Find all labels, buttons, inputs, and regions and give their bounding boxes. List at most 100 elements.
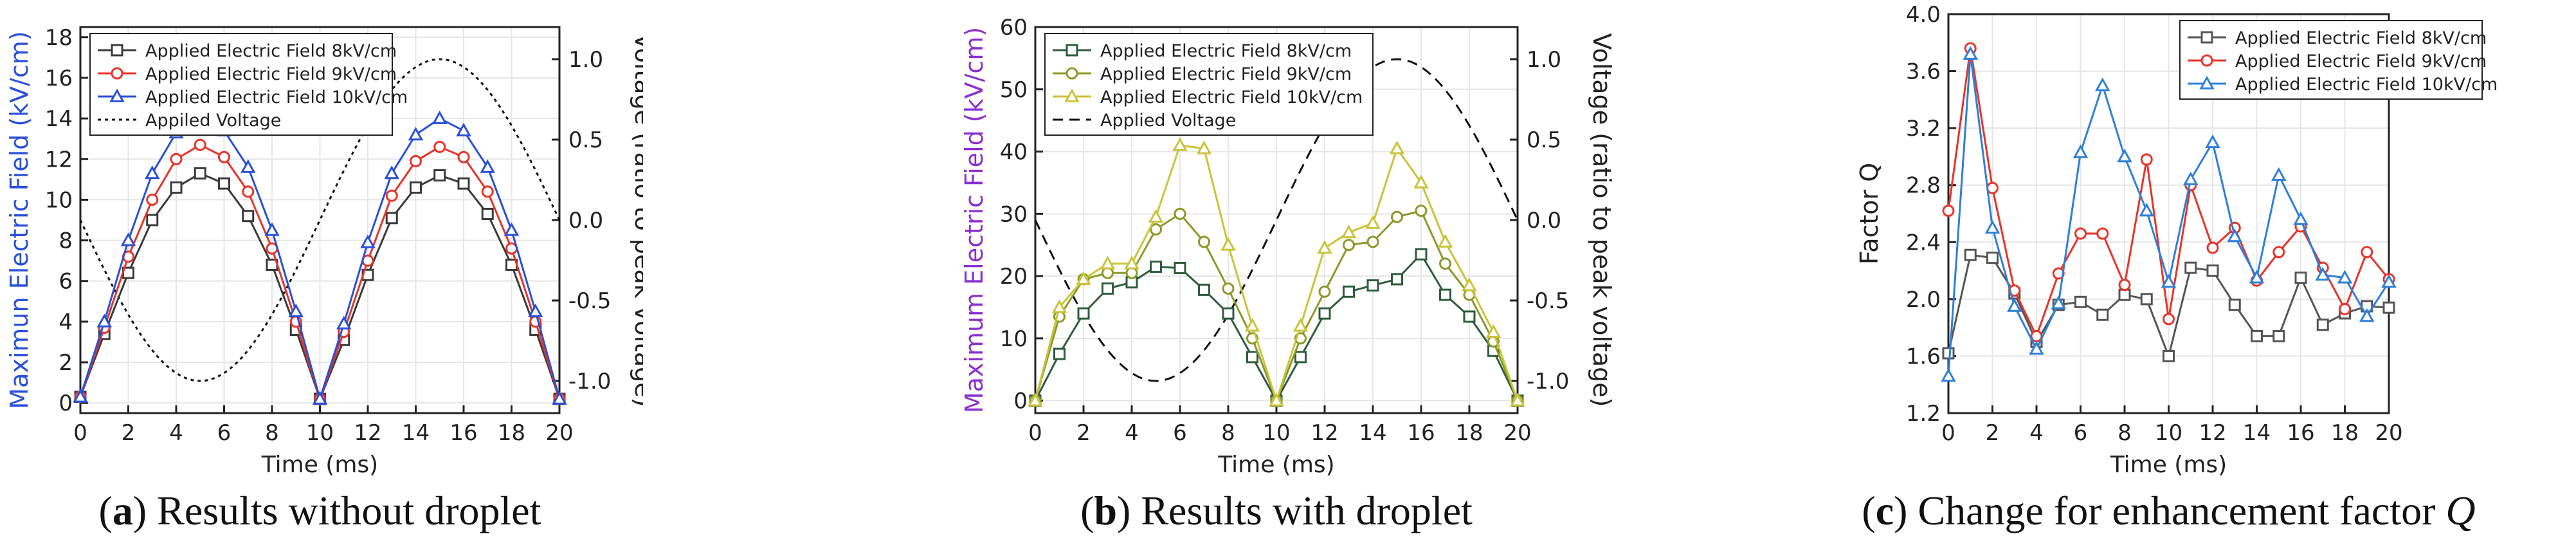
y2-tick-label: -0.5 (568, 288, 611, 314)
legend-box (2179, 20, 2483, 100)
y-tick-label: 40 (1000, 140, 1028, 165)
data-point (1293, 318, 1309, 332)
data-point (2140, 153, 2153, 166)
data-point (2163, 349, 2175, 362)
data-point (2139, 203, 2154, 217)
data-point (242, 185, 255, 198)
series-1 (1029, 248, 1524, 407)
y-tick-label: 60 (1000, 15, 1028, 41)
data-point (146, 214, 159, 226)
y2-tick-label: 0.0 (1527, 208, 1561, 234)
y-tick-label: 1.6 (1906, 344, 1941, 369)
y-tick-label: 3.6 (1906, 59, 1941, 85)
caption-text: ) Change for enhancement factor (1894, 488, 2445, 533)
data-point (1318, 307, 1331, 320)
data-point (457, 151, 470, 163)
data-point (385, 189, 398, 202)
x-tick-label: 6 (217, 420, 231, 446)
y2-tick-label: -1.0 (1527, 369, 1569, 394)
data-point (2337, 270, 2353, 284)
data-point (1174, 262, 1186, 275)
data-point (1053, 347, 1066, 360)
y-axis: 0 2 4 6 8 10 12 14 16 18 (45, 25, 88, 416)
x-tick-label: 12 (2199, 420, 2226, 446)
y2-tick-label: 0.0 (568, 208, 603, 234)
y-tick-label: 2.0 (1906, 287, 1941, 313)
data-point (1986, 181, 1999, 194)
series-2 (1029, 204, 1524, 407)
y-tick-label: 1.2 (1906, 401, 1941, 427)
data-point (360, 234, 376, 248)
data-point (1222, 307, 1235, 320)
data-point (2161, 273, 2177, 288)
x-axis: 0 2 4 6 8 10 12 14 16 18 20 (1028, 405, 1532, 446)
y2-tick-label: 1.0 (568, 47, 603, 73)
legend-label: Applied Voltage (1100, 111, 1236, 131)
data-point (336, 315, 352, 329)
data-point (503, 222, 520, 236)
data-point (1341, 225, 1357, 239)
data-point (145, 165, 160, 180)
y2-tick-label: 0.5 (1527, 127, 1561, 153)
figure-caption: (a) Results without droplet (99, 488, 541, 533)
data-point (1028, 393, 1043, 407)
y-tick-label: 12 (45, 147, 73, 172)
data-point (1439, 257, 1451, 270)
data-point (480, 159, 495, 173)
data-point (2339, 302, 2351, 315)
data-point (1964, 248, 1977, 261)
data-point (1485, 324, 1501, 338)
data-point (1222, 282, 1235, 295)
data-point (410, 181, 422, 194)
data-point (2293, 211, 2308, 225)
data-point (2183, 171, 2199, 185)
data-point (242, 210, 255, 223)
data-point (2227, 228, 2242, 243)
x-tick-label: 14 (2243, 420, 2271, 446)
data-point (456, 122, 471, 136)
data-point (96, 313, 112, 328)
data-point (1269, 393, 1284, 407)
data-point (1318, 285, 1331, 298)
data-point (432, 110, 448, 124)
legend-label: Applied Electric Field 10kV/cm (145, 88, 408, 107)
data-point (2249, 270, 2265, 284)
x-tick-label: 16 (2287, 420, 2314, 446)
data-point (1077, 307, 1090, 320)
y-tick-label: 2.4 (1906, 230, 1941, 255)
data-point (2118, 279, 2131, 291)
data-point (1343, 239, 1355, 252)
data-point (481, 208, 494, 221)
data-point (1150, 223, 1162, 236)
y-tick-label: 20 (1000, 264, 1028, 290)
y-tick-label: 10 (45, 187, 73, 213)
y2-tick-label: 1.0 (1527, 47, 1561, 73)
x-tick-label: 18 (1455, 420, 1483, 446)
data-point (433, 140, 446, 153)
data-point (1365, 215, 1381, 229)
caption-paren: ( (1080, 488, 1094, 533)
legend-marker (1066, 44, 1078, 57)
x-tick-label: 16 (1407, 420, 1435, 446)
data-point (1366, 236, 1379, 248)
data-point (1172, 137, 1188, 151)
x-tick-label: 8 (265, 420, 279, 446)
caption-paren: ( (1862, 488, 1875, 533)
y2-axis-label: Voltage (ratio to peak voltage) (630, 33, 643, 407)
y-tick-label: 4.0 (1906, 2, 1941, 28)
x-axis-label: Time (ms) (1217, 452, 1334, 478)
legend: Applied Electric Field 8kV/cm Applied Ele… (2179, 20, 2498, 100)
data-point (1196, 140, 1212, 154)
y-tick-label: 3.2 (1906, 116, 1941, 142)
data-point (1415, 204, 1428, 217)
x-axis: 0 2 4 6 8 10 12 14 16 18 20 (73, 405, 574, 446)
data-point (2294, 272, 2307, 284)
legend-label: Applied Electric Field 10kV/cm (1100, 88, 1363, 107)
caption-letter: b (1094, 488, 1117, 533)
y-tick-label: 30 (1000, 201, 1028, 227)
y-tick-label: 4 (59, 309, 73, 335)
data-point (2140, 293, 2153, 306)
x-tick-label: 0 (1941, 420, 1955, 446)
data-point (1051, 299, 1067, 313)
y-tick-label: 16 (45, 66, 73, 91)
